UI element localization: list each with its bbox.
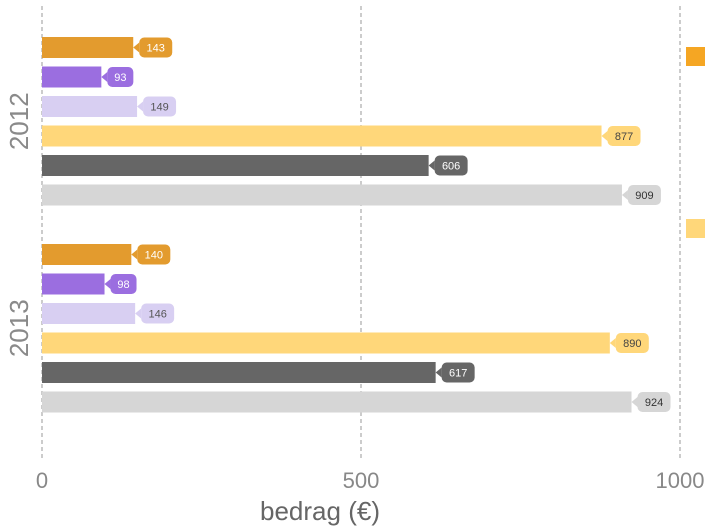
legend-swatch xyxy=(686,219,705,238)
bar xyxy=(42,155,429,176)
bar xyxy=(42,362,436,383)
data-label: 146 xyxy=(135,303,175,324)
category-label: 2012 xyxy=(4,92,34,150)
data-label: 93 xyxy=(101,67,134,87)
data-label: 890 xyxy=(609,333,649,353)
bar xyxy=(42,303,136,324)
bar xyxy=(42,391,632,413)
data-label-text: 890 xyxy=(623,338,641,350)
bar xyxy=(42,273,105,295)
bar xyxy=(42,37,134,58)
data-label: 143 xyxy=(133,37,173,58)
data-label-text: 877 xyxy=(615,131,633,143)
category-label: 2013 xyxy=(4,299,34,357)
data-label: 98 xyxy=(104,274,137,294)
data-label: 140 xyxy=(131,244,171,265)
data-label: 149 xyxy=(137,96,177,117)
bar xyxy=(42,125,602,147)
data-label-text: 143 xyxy=(147,43,165,55)
data-label-text: 98 xyxy=(117,279,129,291)
x-tick-label: 1000 xyxy=(656,468,705,493)
bar xyxy=(42,332,610,354)
data-label-text: 617 xyxy=(449,368,467,380)
data-label-text: 140 xyxy=(145,250,163,262)
data-label-text: 909 xyxy=(635,190,653,202)
bar xyxy=(42,244,132,265)
bar xyxy=(42,184,622,206)
data-label-text: 606 xyxy=(442,161,460,173)
x-tick-label: 0 xyxy=(36,468,48,493)
data-label: 606 xyxy=(428,155,468,176)
data-label-text: 93 xyxy=(114,72,126,84)
data-label: 909 xyxy=(621,185,661,205)
bar xyxy=(42,96,138,117)
legend-swatch xyxy=(686,47,705,66)
data-label: 924 xyxy=(631,392,671,412)
x-tick-label: 500 xyxy=(343,468,380,493)
data-label: 617 xyxy=(435,362,475,383)
data-label-text: 146 xyxy=(148,309,166,321)
data-label: 877 xyxy=(601,126,641,146)
data-label-text: 149 xyxy=(150,102,168,114)
x-axis-label: bedrag (€) xyxy=(260,496,380,526)
data-label-text: 924 xyxy=(645,397,663,409)
bar xyxy=(42,66,102,88)
